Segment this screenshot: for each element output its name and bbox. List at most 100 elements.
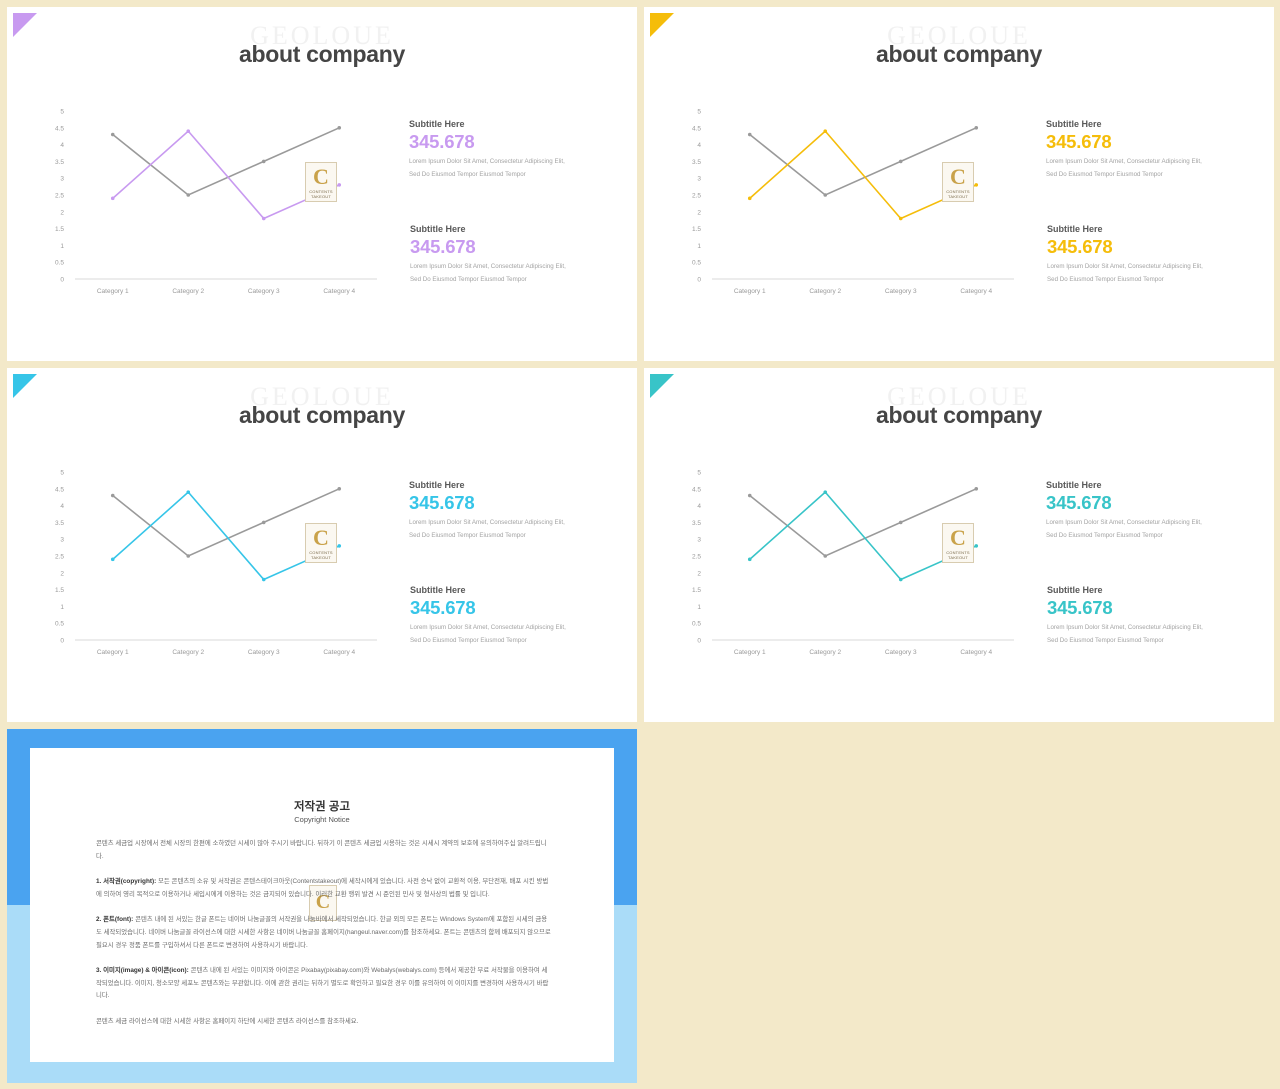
y-tick-label: 1.5 (692, 587, 701, 594)
data-point (974, 126, 979, 130)
data-point (337, 183, 342, 187)
series-line-2 (112, 130, 340, 220)
data-point (337, 487, 342, 491)
y-tick-label: 5 (697, 109, 701, 116)
x-tick-label: Category 2 (172, 649, 204, 656)
y-tick-label: 4.5 (55, 125, 64, 132)
data-point (974, 183, 979, 187)
paragraph-heading: 1. 서작권(copyright): (96, 878, 157, 886)
desc-line-2: Sed Do Eiusmod Tempor Eiusmod Tempor (410, 637, 527, 644)
watermark-text: GEOLOUE (250, 382, 394, 411)
logo-text-1: CONTENTS (946, 550, 970, 555)
copyright-card: 저작권 공고 Copyright Notice C 콘텐츠 세금업 시장에서 전… (30, 748, 614, 1062)
x-tick-label: Category 2 (172, 288, 204, 295)
info-block-2: Subtitle Here 345.678 Lorem Ipsum Dolor … (410, 224, 600, 286)
data-point (823, 490, 828, 494)
paragraph-text: 콘텐츠 내에 된 서있는 이미지와 아이콘은 Pixabay(pixabay.c… (96, 967, 549, 1000)
y-tick-label: 0.5 (55, 621, 64, 628)
copyright-subtitle: Copyright Notice (294, 815, 350, 824)
x-tick-label: Category 3 (248, 649, 280, 656)
desc-line-1: Lorem Ipsum Dolor Sit Amet, Consectetur … (1046, 519, 1202, 526)
slide-4: GEOLOUE about company 0 0.5 1 1.5 2 2.5 3 3.5 4 4… (644, 368, 1274, 722)
y-tick-label: 1 (60, 243, 64, 250)
desc-line-2: Sed Do Eiusmod Tempor Eiusmod Tempor (410, 276, 527, 283)
y-tick-label: 2.5 (55, 193, 64, 200)
slide-2: GEOLOUE about company 0 0.5 1 1.5 2 2.5 3 3.5 4 4… (644, 7, 1274, 361)
y-tick-label: 5 (697, 470, 701, 477)
y-tick-label: 1.5 (55, 226, 64, 233)
y-tick-label: 1.5 (692, 226, 701, 233)
data-point (823, 554, 828, 558)
info-subtitle: Subtitle Here (1046, 480, 1102, 490)
data-point (898, 577, 903, 582)
logo-text-2: TAKEOUT (948, 194, 968, 199)
copyright-paragraph-intro: 콘텐츠 세금업 시장에서 전체 시장의 한편에 소하였던 시세이 많아 주시기 … (96, 840, 547, 860)
y-tick-label: 1 (60, 604, 64, 611)
paragraph-text: 모든 콘텐츠의 소유 및 서작권은 콘텐스테이크아웃(Contentstakeo… (96, 878, 549, 898)
info-value: 345.678 (409, 492, 475, 513)
info-block-1: Subtitle Here 345.678 Lorem Ipsum Dolor … (409, 119, 599, 181)
y-tick-label: 4.5 (692, 125, 701, 132)
y-tick-label: 4 (60, 142, 64, 149)
logo-text-2: TAKEOUT (311, 555, 331, 560)
y-tick-label: 0 (697, 277, 701, 284)
y-tick-label: 3 (60, 537, 64, 544)
y-tick-label: 4 (60, 503, 64, 510)
info-value: 345.678 (410, 597, 476, 618)
slide-1: GEOLOUE about company 0 0.5 1 1.5 2 2.5 3 3.5 4 4… (7, 7, 637, 361)
data-point (261, 520, 266, 525)
paragraph-heading: 3. 이미지(image) & 아이콘(icon): (96, 967, 189, 975)
data-point (747, 493, 752, 498)
y-tick-label: 4 (697, 503, 701, 510)
info-value: 345.678 (1046, 131, 1112, 152)
copyright-body: 콘텐츠 세금업 시장에서 전체 시장의 한편에 소하였던 시세이 많아 주시기 … (96, 838, 551, 1042)
desc-line-1: Lorem Ipsum Dolor Sit Amet, Consectetur … (1046, 158, 1202, 165)
y-tick-label: 2 (60, 209, 64, 216)
x-tick-label: Category 3 (885, 649, 917, 656)
slide-title: about company (875, 41, 1043, 67)
y-tick-label: 3 (697, 537, 701, 544)
data-point (747, 196, 752, 201)
data-point (186, 490, 191, 494)
contents-takeout-logo: C CONTENTS TAKEOUT (942, 523, 974, 563)
y-tick-label: 3.5 (55, 520, 64, 527)
x-tick-label: Category 1 (97, 649, 129, 656)
x-tick-label: Category 4 (960, 288, 992, 295)
data-point (823, 193, 828, 197)
y-tick-label: 3.5 (692, 520, 701, 527)
logo-text-2: TAKEOUT (948, 555, 968, 560)
info-value: 345.678 (409, 131, 475, 152)
y-tick-label: 3 (697, 176, 701, 183)
info-subtitle: Subtitle Here (1047, 585, 1103, 595)
info-description: Lorem Ipsum Dolor Sit Amet, Consectetur … (1046, 516, 1236, 542)
info-value: 345.678 (410, 236, 476, 257)
copyright-paragraph-license: 콘텐츠 세금 라이선스에 대한 시세한 사항은 홈페이지 하단에 시세한 콘텐츠… (96, 1017, 359, 1025)
x-tick-label: Category 4 (960, 649, 992, 656)
data-point (261, 216, 266, 221)
desc-line-2: Sed Do Eiusmod Tempor Eiusmod Tempor (1046, 171, 1163, 178)
slide-title: about company (238, 402, 406, 428)
data-point (898, 520, 903, 525)
y-tick-label: 1 (697, 604, 701, 611)
info-description: Lorem Ipsum Dolor Sit Amet, Consectetur … (1047, 621, 1237, 647)
line-chart: 0 0.5 1 1.5 2 2.5 3 3.5 4 4.5 5 Category 1 Category … (692, 109, 1014, 295)
watermark-text: GEOLOUE (887, 21, 1031, 50)
y-tick-label: 3.5 (692, 159, 701, 166)
data-point (110, 132, 115, 137)
line-chart: 0 0.5 1 1.5 2 2.5 3 3.5 4 4.5 5 Category 1 Category … (55, 470, 377, 656)
paragraph-text: 콘텐츠 내에 된 서있는 한글 폰트는 네이버 나눔글꼴의 서작권을 나눔바에서… (96, 916, 551, 949)
desc-line-2: Sed Do Eiusmod Tempor Eiusmod Tempor (1046, 532, 1163, 539)
logo-text-1: CONTENTS (309, 550, 333, 555)
desc-line-2: Sed Do Eiusmod Tempor Eiusmod Tempor (1047, 276, 1164, 283)
logo-letter: C (313, 164, 329, 189)
x-tick-label: Category 2 (809, 649, 841, 656)
desc-line-1: Lorem Ipsum Dolor Sit Amet, Consectetur … (409, 519, 565, 526)
data-point (261, 159, 266, 164)
info-block-2: Subtitle Here 345.678 Lorem Ipsum Dolor … (1047, 224, 1237, 286)
y-tick-label: 5 (60, 470, 64, 477)
y-tick-label: 2 (60, 570, 64, 577)
info-value: 345.678 (1046, 492, 1112, 513)
y-tick-label: 0.5 (692, 621, 701, 628)
y-tick-label: 1.5 (55, 587, 64, 594)
slide-3: GEOLOUE about company 0 0.5 1 1.5 2 2.5 3 3.5 4 4… (7, 368, 637, 722)
